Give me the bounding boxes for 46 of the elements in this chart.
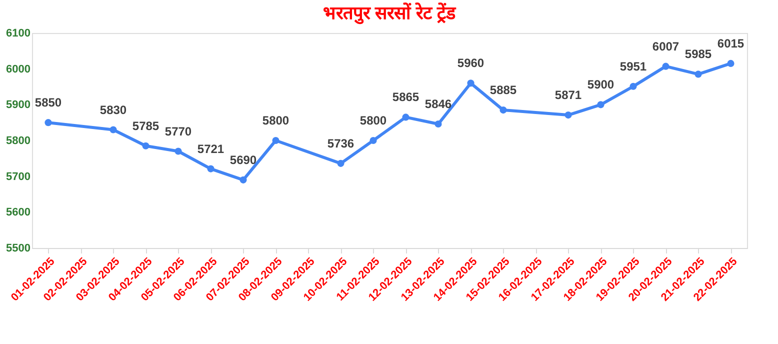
point xyxy=(597,101,604,108)
point xyxy=(174,148,182,155)
data-label: 5871 xyxy=(554,88,582,102)
data-label: 5736 xyxy=(327,136,354,150)
point xyxy=(337,160,344,167)
y-tick-label: 6100 xyxy=(6,28,30,40)
point xyxy=(694,70,702,78)
point xyxy=(240,176,247,184)
data-label: 5960 xyxy=(457,56,484,70)
data-label: 6007 xyxy=(652,39,680,54)
data-label: 5951 xyxy=(620,59,647,74)
y-tick-label: 5600 xyxy=(6,206,30,219)
point xyxy=(110,126,117,134)
data-label: 5900 xyxy=(587,78,614,92)
point xyxy=(564,112,572,119)
data-label: 5721 xyxy=(197,142,224,156)
y-tick-label: 5800 xyxy=(6,135,30,147)
data-label: 5785 xyxy=(132,118,160,133)
y-tick-label: 5700 xyxy=(6,170,30,183)
data-label: 5865 xyxy=(392,90,420,104)
y-tick-label: 6000 xyxy=(6,63,30,76)
y-tick-label: 5900 xyxy=(6,99,30,112)
point xyxy=(370,136,377,144)
data-label: 5985 xyxy=(684,47,712,62)
point xyxy=(207,165,214,172)
data-label: 5800 xyxy=(360,114,387,128)
point xyxy=(434,120,442,128)
point xyxy=(662,62,670,70)
data-label: 5800 xyxy=(262,114,290,128)
data-label: 5770 xyxy=(164,124,192,138)
point xyxy=(467,80,474,87)
point xyxy=(630,82,637,90)
point xyxy=(727,60,734,67)
y-tick-label: 5500 xyxy=(6,242,30,254)
data-label: 5830 xyxy=(100,102,127,117)
point xyxy=(44,119,52,126)
data-label: 5885 xyxy=(490,83,517,98)
data-label: 5850 xyxy=(34,96,62,110)
chart-title: भरतपुर सरसों रेट ट्रेंड xyxy=(322,2,457,25)
data-label: 5846 xyxy=(424,97,452,112)
data-label: 5690 xyxy=(230,152,257,167)
point xyxy=(142,142,150,150)
point xyxy=(402,114,410,121)
data-label: 6015 xyxy=(717,36,744,50)
point xyxy=(500,106,507,114)
point xyxy=(272,136,280,144)
